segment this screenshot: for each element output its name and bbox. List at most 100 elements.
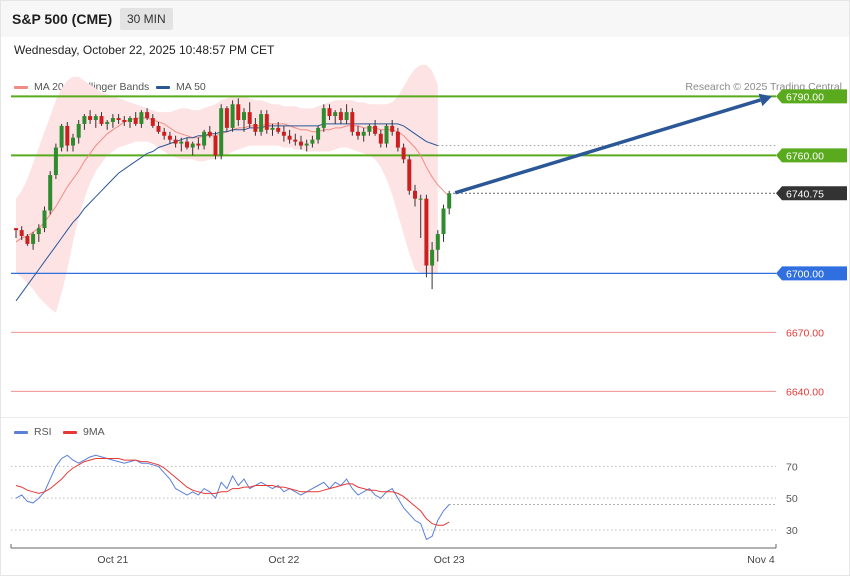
candle-body xyxy=(304,143,309,146)
candle-body xyxy=(167,135,172,140)
candle-body xyxy=(281,131,286,136)
candle xyxy=(435,230,440,262)
candle xyxy=(59,123,64,152)
timeframe-badge[interactable]: 30 MIN xyxy=(120,8,173,30)
candle xyxy=(401,143,406,164)
candle-body xyxy=(219,108,224,156)
candle-body xyxy=(316,127,321,140)
candle xyxy=(287,129,292,144)
level-tag xyxy=(776,266,847,281)
candle xyxy=(321,104,326,132)
rsi-tick-label: 30 xyxy=(786,525,798,537)
candle xyxy=(105,120,110,130)
candle-body xyxy=(378,133,383,144)
candle-body xyxy=(145,112,150,119)
candle xyxy=(384,123,389,148)
candle xyxy=(88,110,93,124)
candle xyxy=(82,114,87,130)
candle xyxy=(156,121,161,134)
rsi-tick-30: 30 xyxy=(11,525,798,537)
candle-body xyxy=(207,131,212,136)
candle-body xyxy=(413,190,417,199)
candle xyxy=(293,133,298,146)
candle-body xyxy=(105,121,110,124)
candle-body xyxy=(441,208,446,235)
candle-body xyxy=(401,147,406,160)
candles xyxy=(14,98,452,290)
candle xyxy=(122,116,127,126)
candle xyxy=(338,108,343,124)
ma20-swatch xyxy=(14,85,28,89)
candle-body xyxy=(76,123,81,138)
header-bar: S&P 500 (CME) 30 MIN xyxy=(1,1,849,37)
candle xyxy=(281,125,286,142)
rsi-tick-70: 70 xyxy=(11,461,798,473)
candle-body xyxy=(338,112,343,120)
candle-body xyxy=(395,131,400,148)
candle-body xyxy=(276,127,281,132)
candle-body xyxy=(361,131,366,136)
candle-body xyxy=(128,118,132,122)
candle-body xyxy=(196,143,201,146)
candle xyxy=(19,226,24,240)
panel-separator xyxy=(1,417,849,418)
candle xyxy=(344,104,349,124)
candle xyxy=(202,129,207,150)
level-6760-00: 6760.00 xyxy=(11,148,847,163)
rsi-tick-50: 50 xyxy=(11,493,798,505)
candle xyxy=(213,131,218,160)
candle xyxy=(65,121,70,152)
candle xyxy=(196,137,201,150)
candle-body xyxy=(435,234,440,250)
candle-body xyxy=(116,118,121,120)
candle-body xyxy=(53,147,58,176)
level-tag xyxy=(776,89,847,104)
candle xyxy=(207,125,212,138)
candle-body xyxy=(42,210,47,229)
candle xyxy=(327,104,332,120)
bollinger-band xyxy=(16,64,438,313)
candle-body xyxy=(156,125,161,132)
legend-rsi: RSI xyxy=(14,426,52,438)
candle-body xyxy=(293,139,298,142)
candle xyxy=(304,139,309,152)
candle xyxy=(259,110,264,136)
candle xyxy=(150,114,155,128)
candle xyxy=(133,112,138,126)
candle-body xyxy=(19,230,24,237)
candle-body xyxy=(179,141,184,144)
candle-body xyxy=(88,116,93,120)
candle xyxy=(179,137,184,152)
legend-ma50: MA 50 xyxy=(156,81,206,93)
candle xyxy=(430,241,435,290)
candle xyxy=(441,204,446,242)
rsi-line xyxy=(15,454,450,541)
candle-body xyxy=(373,125,378,134)
candle xyxy=(361,127,366,142)
candle-body xyxy=(110,118,115,122)
candle xyxy=(395,127,400,152)
candle xyxy=(413,184,417,207)
candle xyxy=(264,110,269,134)
level-label: 6760.00 xyxy=(786,150,824,162)
candle-body xyxy=(310,139,315,144)
candle xyxy=(390,120,395,136)
candle xyxy=(356,125,360,140)
candle-body xyxy=(333,112,338,117)
candle-body xyxy=(99,116,104,124)
x-axis: Oct 21 Oct 22 Oct 23 Nov 4 xyxy=(10,544,777,566)
candle xyxy=(310,135,315,148)
candle-body xyxy=(270,127,275,130)
level-6740-75: 6740.75 xyxy=(453,186,847,201)
candle xyxy=(145,108,150,120)
candle xyxy=(167,131,172,144)
candle xyxy=(42,206,47,233)
level-6790-00: 6790.00 xyxy=(11,89,847,104)
level-6640-00: 6640.00 xyxy=(11,386,824,398)
candle xyxy=(253,118,258,136)
candle xyxy=(299,135,303,150)
candle xyxy=(139,110,144,128)
candle xyxy=(219,104,224,160)
candle-body xyxy=(259,114,264,132)
